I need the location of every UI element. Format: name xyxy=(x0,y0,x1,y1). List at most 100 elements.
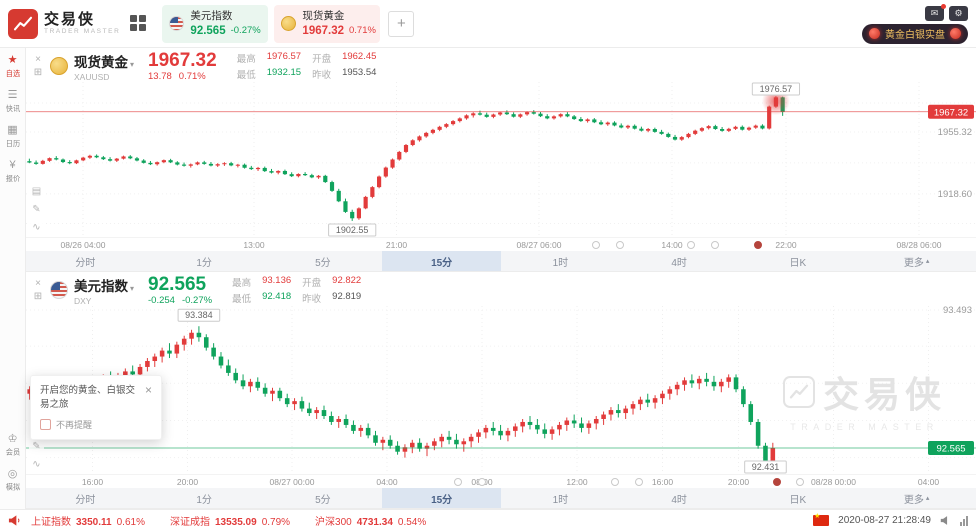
calendar-icon: ▦ xyxy=(7,124,18,136)
sidebar-item-label: 报价 xyxy=(5,174,20,183)
timeframe-item[interactable]: 1分 xyxy=(196,257,212,269)
panel-dxy-header: × ⊞ 美元指数 ▾ DXY 92.565 -0.254 -0.27% 最高 93.1… xyxy=(26,272,976,306)
chart-tools: ▤ ✎ ∿ xyxy=(29,184,44,235)
event-marker-icon[interactable] xyxy=(592,240,600,249)
timeframe-more[interactable]: 更多 ▴ xyxy=(903,494,930,506)
popup-text: 开启您的黄金、白银交易之旅 xyxy=(40,385,136,410)
promo-banner[interactable]: 黄金白银实盘 xyxy=(862,23,968,44)
sidebar-item-news[interactable]: ☰ 快讯 xyxy=(5,90,21,114)
star-icon: ★ xyxy=(7,54,18,66)
tab-price: 92.565 xyxy=(190,24,226,37)
event-marker-icon[interactable] xyxy=(611,477,619,486)
sidebar-item-calendar[interactable]: ▦ 日历 xyxy=(5,125,21,149)
tab-dxy[interactable]: 美元指数 92.565 -0.27% xyxy=(162,4,269,43)
timeframe-item[interactable]: 15分 xyxy=(382,251,501,271)
dont-remind-checkbox[interactable]: 不再提醒 xyxy=(40,418,152,431)
sidebar-item-demo[interactable]: ◎ 模拟 xyxy=(5,469,21,493)
close-icon[interactable]: × xyxy=(144,383,152,398)
timeframe-item[interactable]: 分时 xyxy=(75,257,96,269)
sidebar-bottom: ♔ 会员 ◎ 模拟 xyxy=(5,434,21,504)
time-tick: 08/28 06:00 xyxy=(896,240,942,250)
stat-value: 93.136 xyxy=(262,275,292,286)
close-icon[interactable]: × xyxy=(32,278,44,290)
indicator-icon[interactable]: ∿ xyxy=(29,457,44,472)
settings-icon[interactable]: ⚙ xyxy=(949,5,968,21)
dxy-candlestick-chart[interactable]: 93.493 92.565 93.384 92.431 xyxy=(26,306,976,474)
popout-icon[interactable]: ⊞ xyxy=(33,66,43,78)
draw-tool-icon[interactable]: ✎ xyxy=(29,439,44,454)
market-index[interactable]: 上证指数 3350.11 0.61% xyxy=(31,517,145,528)
checkbox-icon[interactable] xyxy=(40,419,51,430)
stat-label: 开盘 xyxy=(312,54,332,65)
instrument-tabs: 美元指数 92.565 -0.27% 现货黄金 1967.32 0.71% xyxy=(162,4,381,43)
event-marker-icon[interactable] xyxy=(772,477,781,486)
timeframe-item[interactable]: 4时 xyxy=(671,494,687,506)
timeframe-item[interactable]: 1分 xyxy=(196,494,212,506)
event-marker-icon[interactable] xyxy=(615,240,624,249)
popout-icon[interactable]: ⊞ xyxy=(33,290,43,302)
top-bar: 交易侠 TRADER MASTER 美元指数 92.565 -0.27% 现货黄金 19… xyxy=(0,0,976,48)
timeframe-item[interactable]: 分时 xyxy=(75,494,96,506)
gold-candlestick-chart[interactable]: 1955.32 1918.60 1967.32 1976.57 1902.55 xyxy=(26,82,976,237)
message-icon[interactable]: ✉ xyxy=(925,3,946,21)
header-right: ✉ ⚙ 黄金白银实盘 xyxy=(862,3,968,44)
last-price-badge xyxy=(928,104,974,119)
y-axis-label: 1918.60 xyxy=(938,189,972,200)
stat-label: 开盘 xyxy=(302,278,322,289)
event-marker-icon[interactable] xyxy=(634,477,643,486)
timeframe-item[interactable]: 4时 xyxy=(671,257,687,269)
candlestick-plot: 93.493 92.565 93.384 92.431 xyxy=(26,306,976,474)
us-flag-icon xyxy=(169,15,185,31)
time-tick: 04:00 xyxy=(917,477,940,487)
megaphone-icon[interactable] xyxy=(8,514,21,527)
signal-icon[interactable] xyxy=(960,515,968,526)
sidebar-item-quote[interactable]: ¥ 报价 xyxy=(5,160,21,184)
sidebar-item-label: 模拟 xyxy=(5,483,20,492)
statusbar-right: 2020-08-27 21:28:49 xyxy=(813,512,968,526)
high-annotation: 93.384 xyxy=(185,310,213,320)
volume-icon[interactable] xyxy=(940,515,951,526)
app-logo[interactable]: 交易侠 TRADER MASTER xyxy=(8,8,120,39)
stat-label: 最低 xyxy=(236,70,256,81)
instrument-title[interactable]: 现货黄金 ▾ xyxy=(74,54,135,70)
event-marker-icon[interactable] xyxy=(796,477,805,486)
sidebar-item-star[interactable]: ★ 自选 xyxy=(5,55,21,79)
compare-icon[interactable]: ▤ xyxy=(29,184,44,199)
stat-value: 1976.57 xyxy=(266,51,302,62)
ohlc-stats: 最高 93.136 开盘 92.822 最低 92.418 昨收 92.819 xyxy=(232,275,361,305)
layout-grid-icon[interactable] xyxy=(130,14,148,33)
ohlc-stats: 最高 1976.57 开盘 1962.45 最低 1932.15 昨收 1953.54 xyxy=(237,51,377,81)
timeframe-more[interactable]: 更多 ▴ xyxy=(903,257,930,269)
timeframe-item[interactable]: 日K xyxy=(789,494,807,506)
draw-tool-icon[interactable]: ✎ xyxy=(29,202,44,217)
timeframe-item[interactable]: 1时 xyxy=(552,257,569,269)
add-tab-button[interactable]: + xyxy=(388,10,415,37)
indicator-icon[interactable]: ∿ xyxy=(29,220,44,235)
us-flag-icon xyxy=(50,281,68,299)
market-index[interactable]: 深证成指 13535.09 0.79% xyxy=(169,517,291,528)
market-index[interactable]: 沪深300 4731.34 0.54% xyxy=(315,517,427,528)
tab-gold[interactable]: 现货黄金 1967.32 0.71% xyxy=(274,4,381,43)
timeframe-item[interactable]: 1时 xyxy=(552,494,569,506)
stat-value: 1953.54 xyxy=(342,67,377,78)
instrument-title[interactable]: 美元指数 ▾ xyxy=(74,278,135,294)
event-marker-icon[interactable] xyxy=(454,477,463,486)
timeframe-bar: 分时 1分 5分 15分 1时 4时 日K 更多 ▴ xyxy=(26,488,976,508)
timeframe-item[interactable]: 5分 xyxy=(315,494,331,506)
event-marker-icon[interactable] xyxy=(478,477,486,486)
event-marker-icon[interactable] xyxy=(753,240,762,249)
close-icon[interactable]: × xyxy=(32,54,44,66)
sidebar-item-crown[interactable]: ♔ 会员 xyxy=(5,434,21,458)
crown-icon: ♔ xyxy=(7,433,18,445)
sidebar-item-label: 快讯 xyxy=(5,104,20,113)
stat-value: 1962.45 xyxy=(342,51,377,62)
timeframe-item[interactable]: 15分 xyxy=(382,488,501,508)
event-marker-icon[interactable] xyxy=(710,240,719,249)
panel-gold-header: × ⊞ 现货黄金 ▾ XAUUSD 1967.32 13.78 0.71% 最高 19… xyxy=(26,48,976,82)
event-marker-icon[interactable] xyxy=(687,240,695,249)
timeframe-item[interactable]: 日K xyxy=(789,257,807,269)
sidebar-item-label: 会员 xyxy=(5,448,20,457)
timeframe-item[interactable]: 5分 xyxy=(315,257,331,269)
